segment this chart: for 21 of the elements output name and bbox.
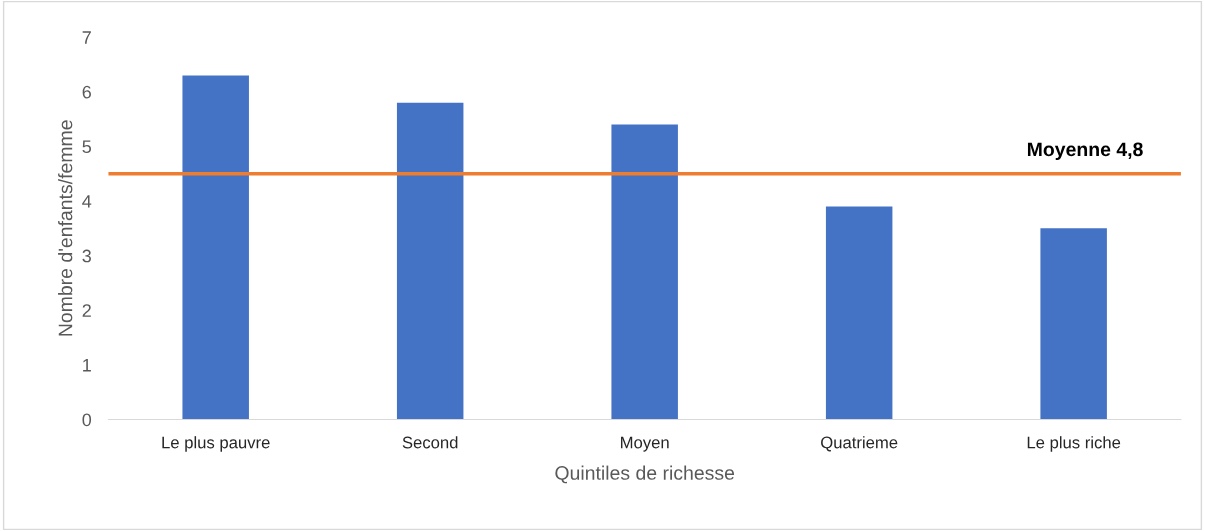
bar	[396, 102, 464, 420]
y-tick-label: 0	[82, 413, 92, 427]
ref-line-label: Moyenne 4,8	[1027, 142, 1143, 161]
x-tick-label: Quatrieme	[821, 436, 898, 452]
y-tick-label: 1	[83, 358, 91, 372]
x-tick-label: Second	[402, 436, 458, 449]
x-tick-label: Le plus pauvre	[162, 436, 270, 452]
y-tick-label: 5	[82, 140, 92, 154]
x-axis-title: Quintiles de richesse	[555, 465, 735, 484]
bar	[611, 124, 678, 420]
y-axis-title: Nombre d'enfants/femme	[58, 120, 73, 336]
y-tick-label: 3	[82, 249, 91, 263]
bar	[1040, 228, 1107, 420]
y-tick-label: 7	[82, 31, 91, 44]
x-tick-label: Le plus riche	[1027, 436, 1121, 452]
y-tick-label: 2	[82, 304, 91, 317]
y-tick-label: 6	[82, 85, 91, 99]
bar	[825, 206, 893, 420]
bar	[182, 75, 249, 420]
y-tick-label: 4	[82, 195, 92, 208]
x-tick-label: Moyen	[621, 436, 669, 452]
